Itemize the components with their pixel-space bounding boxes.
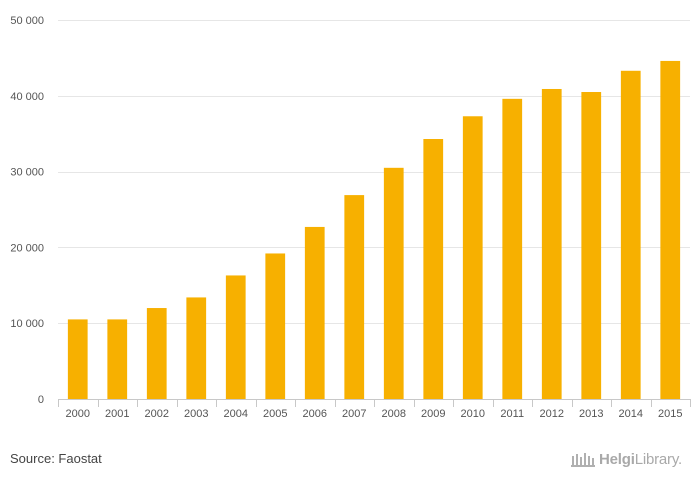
x-tick-label: 2014 [619, 408, 643, 420]
source-label: Source: Faostat [10, 451, 102, 466]
bar-2012 [541, 88, 562, 399]
bar-2000 [67, 319, 88, 399]
x-tick-label: 2011 [500, 408, 524, 420]
bar-2013 [581, 92, 602, 399]
bar-2005 [265, 253, 286, 399]
x-tick-label: 2003 [184, 408, 208, 420]
x-tick-label: 2015 [658, 408, 682, 420]
bar-2007 [344, 195, 365, 399]
bar-2015 [660, 60, 681, 399]
logo-text: HelgiLibrary. [599, 450, 682, 468]
x-tick-label: 2008 [382, 408, 406, 420]
x-tick-label: 2001 [105, 408, 129, 420]
bar-2004 [225, 275, 246, 399]
x-tick-label: 2010 [461, 408, 485, 420]
x-tick-label: 2000 [66, 408, 90, 420]
bar-2010 [462, 116, 483, 400]
x-axis: 2000 2001 2002 2003 2004 2005 2006 2007 2008 2009… [58, 399, 691, 420]
y-tick-label: 40 000 [10, 91, 44, 103]
y-tick-label: 20 000 [10, 242, 44, 254]
bar-2006 [304, 226, 325, 399]
x-tick-label: 2004 [224, 408, 248, 420]
x-tick-label: 2013 [579, 408, 603, 420]
bar-2011 [502, 98, 523, 399]
bar-2003 [186, 297, 207, 399]
bar-series [67, 60, 681, 400]
x-tick-label: 2009 [421, 408, 445, 420]
y-tick-label: 50 000 [10, 15, 44, 27]
bar-2002 [146, 308, 167, 399]
bar-2014 [620, 70, 641, 399]
x-tick-label: 2002 [145, 408, 169, 420]
y-axis: 0 10 000 20 000 30 000 40 000 50 000 [10, 15, 44, 406]
x-tick-label: 2012 [540, 408, 564, 420]
y-tick-label: 10 000 [10, 318, 44, 330]
helgi-library-logo: HelgiLibrary. [570, 449, 682, 469]
y-tick-label: 30 000 [10, 167, 44, 179]
x-tick-label: 2006 [303, 408, 327, 420]
library-building-icon [571, 453, 595, 467]
bar-2008 [383, 167, 404, 399]
bar-2001 [107, 319, 128, 399]
bar-2009 [423, 139, 444, 400]
x-tick-label: 2005 [263, 408, 287, 420]
y-tick-label: 0 [38, 394, 44, 406]
x-tick-label: 2007 [342, 408, 366, 420]
